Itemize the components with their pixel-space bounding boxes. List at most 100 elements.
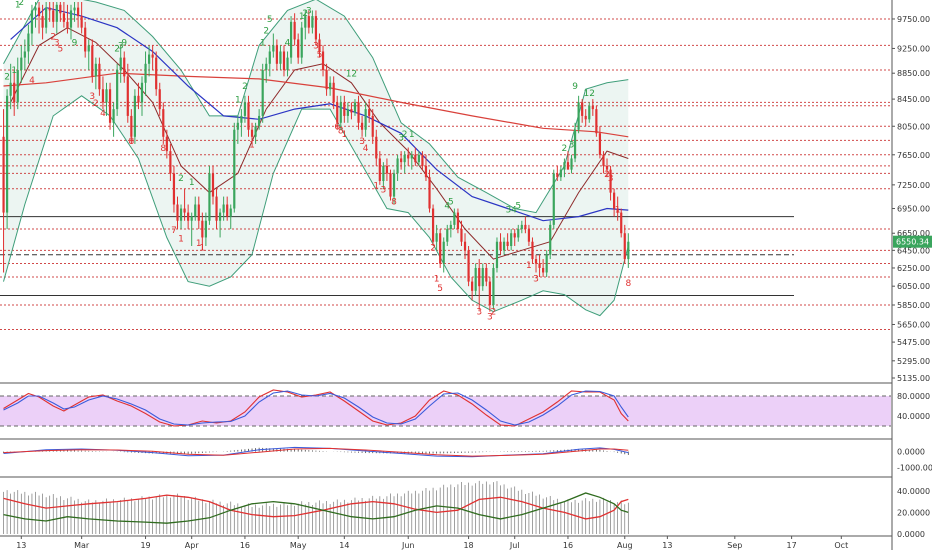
candle-body <box>101 89 105 103</box>
candle-body <box>197 204 200 221</box>
candle-body <box>339 102 342 123</box>
time-tick-label: 13 <box>16 541 26 550</box>
candle-body <box>144 63 147 83</box>
buy-count-label: 1 <box>409 130 415 140</box>
candle-body <box>329 82 332 90</box>
candle-body <box>30 10 34 34</box>
candle-body <box>492 267 495 306</box>
buy-count-label: 4 <box>444 202 450 212</box>
buy-count-label: 5 <box>515 202 521 212</box>
price-tick-label: 7250.00 <box>897 181 930 190</box>
dmi-pane[interactable] <box>3 480 629 534</box>
candle-body <box>76 7 80 17</box>
candle-body <box>353 102 357 113</box>
sell-count-label: 8 <box>625 279 631 289</box>
candle-body <box>321 51 325 71</box>
sell-count-label: 8 <box>160 144 166 154</box>
candle-body <box>364 109 367 130</box>
candle-body <box>112 109 115 123</box>
price-tick-label: 7650.00 <box>897 151 930 160</box>
candle-body <box>5 95 9 213</box>
candle-body <box>314 16 318 40</box>
buy-count-label: 1 <box>260 38 266 48</box>
last-price-badge <box>893 235 932 248</box>
candle-body <box>495 241 499 268</box>
stochastic-tick-label: 80.0000 <box>897 392 930 401</box>
time-tick-label: 19 <box>140 541 150 550</box>
buy-count-label: 12 <box>584 89 595 99</box>
buy-count-label: 2 <box>18 0 24 8</box>
buy-count-label: 34 <box>505 206 517 216</box>
candle-body <box>556 173 559 178</box>
candle-body <box>16 70 19 103</box>
candle-body <box>297 39 300 58</box>
candle-body <box>226 204 229 217</box>
candle-body <box>336 102 339 123</box>
buy-count-label: 3 <box>306 6 312 16</box>
candle-body <box>527 229 531 242</box>
candle-body <box>229 208 232 217</box>
price-tick-label: 5135.00 <box>897 374 930 383</box>
price-tick-label: 8050.00 <box>897 122 930 131</box>
stochastic-pane[interactable] <box>0 389 891 427</box>
candle-body <box>591 105 594 110</box>
buy-count-label: 5 <box>448 198 454 208</box>
candle-body <box>392 173 396 197</box>
sell-count-label: 7 <box>171 226 177 236</box>
candle-body <box>378 158 381 182</box>
candle-body <box>91 45 94 77</box>
time-tick-label: Aug <box>617 541 633 550</box>
candle-body <box>116 70 119 110</box>
candle-body <box>94 63 97 77</box>
sell-count-label: 3 <box>381 186 387 196</box>
candle-body <box>123 57 126 77</box>
stochastic-band <box>0 396 891 426</box>
candle-body <box>215 196 218 221</box>
candle-body <box>250 129 254 137</box>
candle-body <box>595 109 598 134</box>
candle-body <box>247 102 250 130</box>
macd-tick-label: -1000.0000 <box>897 464 932 473</box>
candle-body <box>613 192 616 209</box>
candle-body <box>513 233 516 238</box>
buy-count-label: 2 <box>178 174 184 184</box>
candle-body <box>474 267 477 291</box>
candle-body <box>403 154 406 163</box>
candle-body <box>467 250 470 282</box>
candle-body <box>375 136 378 159</box>
candle-body <box>435 233 438 242</box>
candle-body <box>187 212 190 221</box>
candle-body <box>304 16 307 28</box>
candle-body <box>73 7 76 11</box>
macd-pane[interactable] <box>3 446 629 458</box>
time-tick-label: Sep <box>727 541 742 550</box>
sell-count-label: 4 <box>29 76 35 86</box>
candle-body <box>62 13 65 22</box>
buy-count-label: 3 <box>569 141 575 151</box>
candle-body <box>108 89 112 123</box>
candle-body <box>602 154 605 166</box>
buy-count-label: 1 <box>299 12 305 22</box>
candle-body <box>208 173 211 221</box>
sell-count-label: 1 <box>249 141 255 151</box>
sell-count-label: 5 <box>317 51 323 61</box>
candle-body <box>506 241 509 247</box>
candle-body <box>417 154 420 163</box>
buy-count-label: 9 <box>72 38 78 48</box>
price-tick-label: 6950.00 <box>897 205 930 214</box>
candle-body <box>407 154 410 159</box>
candle-body <box>414 154 417 163</box>
candle-body <box>431 208 435 242</box>
candle-body <box>332 82 335 103</box>
time-tick-label: 16 <box>240 541 250 550</box>
candle-body <box>158 89 161 110</box>
candle-body <box>396 158 399 174</box>
candle-body <box>275 45 278 64</box>
candle-body <box>84 27 87 52</box>
candle-body <box>421 154 424 166</box>
time-tick-label: Oct <box>834 541 848 550</box>
